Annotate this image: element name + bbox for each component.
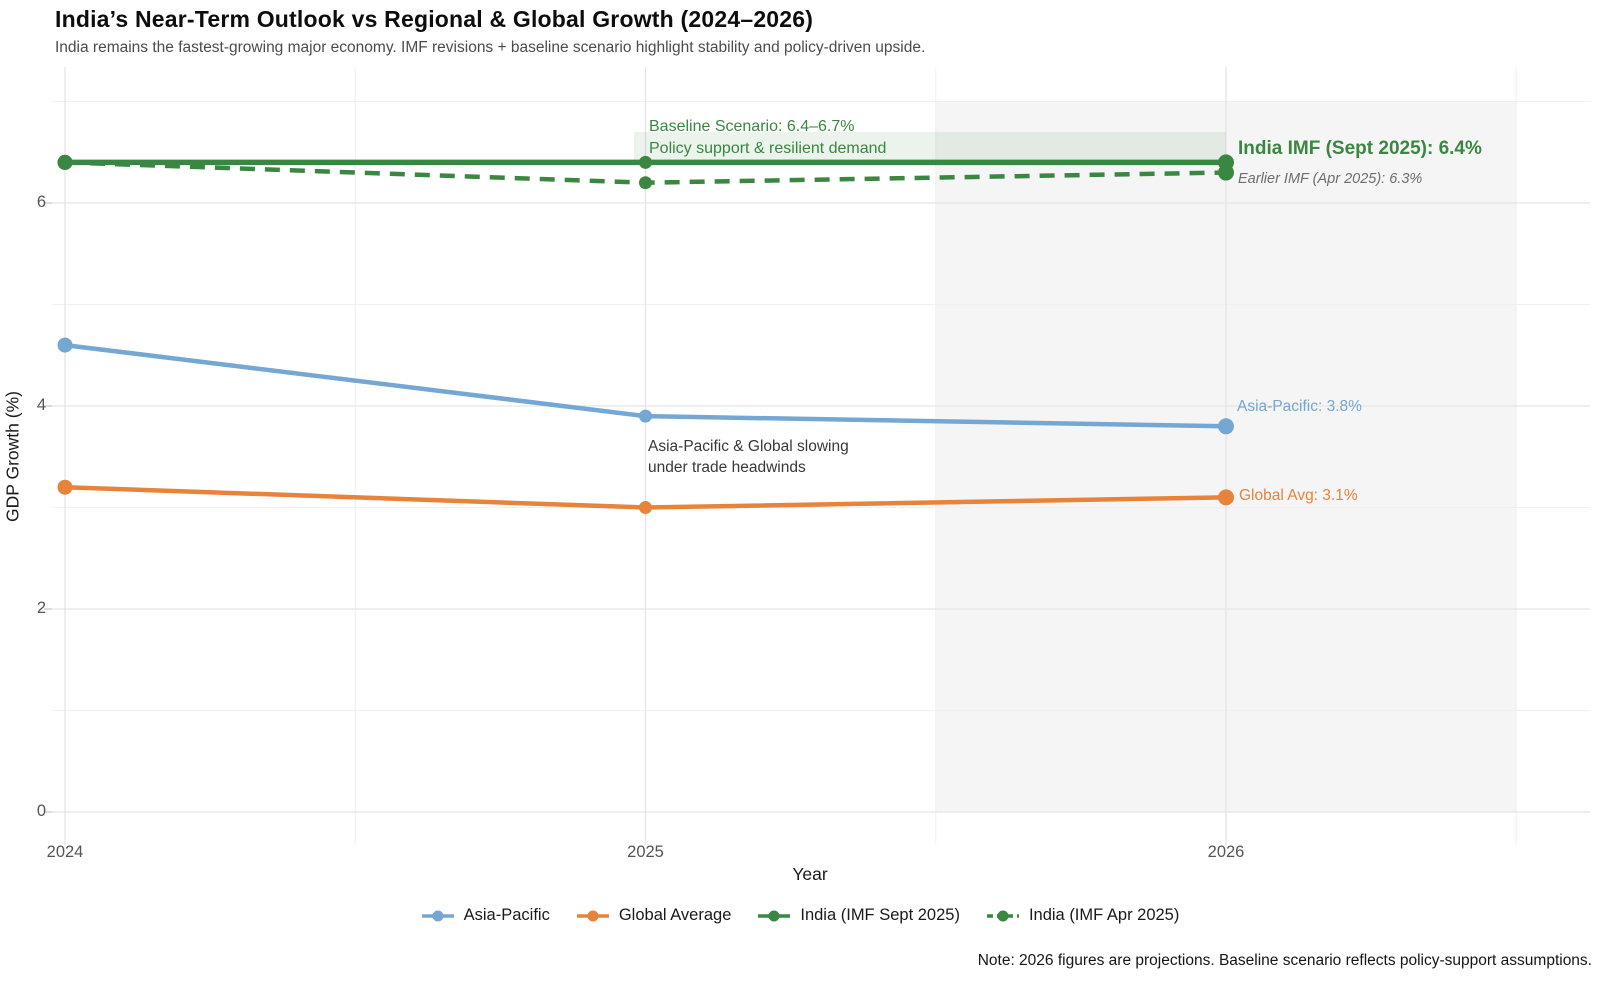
x-tick-label: 2025 bbox=[627, 843, 664, 861]
baseline-scenario-band bbox=[633, 131, 1226, 163]
data-point bbox=[639, 155, 652, 169]
annotation-baseline-scenario-line2: Policy support & resilient demand bbox=[649, 140, 887, 157]
data-point bbox=[1218, 489, 1234, 506]
data-point bbox=[1218, 418, 1234, 435]
annotation-india-imf-sept: India IMF (Sept 2025): 6.4% bbox=[1238, 138, 1482, 159]
data-point bbox=[639, 176, 652, 190]
data-point bbox=[639, 501, 652, 514]
y-tick-label: 4 bbox=[36, 396, 46, 414]
legend-item-asia-pacific: Asia-Pacific bbox=[421, 906, 550, 925]
legend-key-icon bbox=[421, 910, 454, 921]
annotation-asia-pacific-value: Asia-Pacific: 3.8% bbox=[1237, 398, 1362, 415]
annotation-india-imf-apr: Earlier IMF (Apr 2025): 6.3% bbox=[1238, 171, 1423, 187]
data-point bbox=[57, 337, 73, 353]
footnote: Note: 2026 figures are projections. Base… bbox=[977, 952, 1592, 969]
legend-label: India (IMF Apr 2025) bbox=[1028, 906, 1180, 924]
legend-key-icon bbox=[576, 910, 609, 921]
data-point bbox=[639, 409, 652, 423]
legend-item-india-imf-sept-2025-: India (IMF Sept 2025) bbox=[757, 906, 960, 925]
annotation-baseline-scenario-line1: Baseline Scenario: 6.4–6.7% bbox=[649, 118, 855, 135]
data-point bbox=[1218, 154, 1234, 171]
annotation-global-avg-value: Global Avg: 3.1% bbox=[1239, 487, 1358, 504]
legend-item-india-imf-apr-2025-: India (IMF Apr 2025) bbox=[986, 906, 1179, 925]
x-axis-title: Year bbox=[792, 864, 828, 884]
legend-label: India (IMF Sept 2025) bbox=[800, 906, 960, 924]
y-tick-label: 0 bbox=[36, 802, 46, 820]
chart-title: India’s Near-Term Outlook vs Regional & … bbox=[55, 6, 814, 32]
legend-label: Asia-Pacific bbox=[463, 906, 550, 924]
data-point bbox=[57, 479, 73, 495]
y-tick-label: 2 bbox=[36, 599, 46, 617]
annotation-slowdown-line1: Asia-Pacific & Global slowing bbox=[648, 438, 849, 455]
chart-legend: Asia-Pacific Global Average India (IMF Sep… bbox=[0, 906, 1600, 925]
x-tick-label: 2024 bbox=[46, 843, 84, 861]
chart-subtitle: India remains the fastest-growing major … bbox=[55, 39, 926, 56]
legend-item-global-average: Global Average bbox=[576, 906, 732, 925]
legend-label: Global Average bbox=[618, 906, 732, 924]
legend-key-icon bbox=[986, 910, 1019, 921]
x-tick-label: 2026 bbox=[1207, 843, 1245, 861]
legend-key-icon bbox=[758, 910, 791, 921]
data-point bbox=[57, 154, 73, 170]
y-tick-label: 6 bbox=[36, 193, 46, 211]
annotation-slowdown-line2: under trade headwinds bbox=[648, 459, 806, 476]
